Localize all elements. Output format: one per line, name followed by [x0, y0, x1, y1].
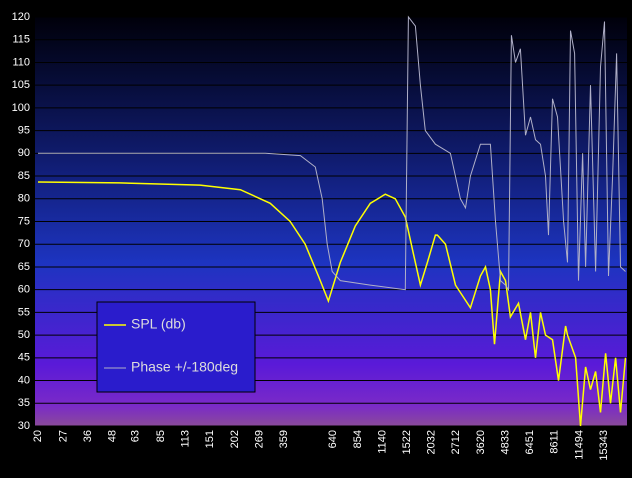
x-tick-label: 1522: [401, 430, 413, 454]
series-line: [37, 181, 627, 427]
x-tick-label: 15343: [598, 430, 610, 461]
x-tick-label: 11494: [573, 430, 585, 460]
y-tick-label: 30: [18, 420, 30, 432]
y-tick-label: 55: [18, 306, 30, 318]
y-tick-label: 115: [12, 34, 30, 46]
x-tick-label: 269: [253, 430, 265, 448]
x-tick-label: 48: [107, 430, 119, 442]
x-tick-label: 6451: [524, 430, 536, 454]
y-tick-label: 120: [12, 11, 30, 23]
legend-label: Phase +/-180deg: [131, 359, 238, 375]
y-tick-label: 85: [18, 170, 30, 182]
x-tick-label: 27: [58, 430, 70, 442]
x-tick-label: 640: [327, 430, 339, 448]
ticks: 30 35 40 45 50 55 60 65 70 75 80 85 90 95 100 105 110 115…: [12, 11, 610, 461]
y-tick-label: 35: [18, 397, 30, 409]
y-tick-label: 45: [18, 352, 30, 364]
y-tick-label: 50: [18, 329, 30, 341]
x-tick-label: 359: [278, 430, 290, 448]
y-tick-label: 100: [12, 102, 30, 114]
x-tick-label: 151: [204, 430, 216, 448]
y-tick-label: 80: [18, 193, 30, 205]
x-tick-label: 63: [130, 430, 142, 442]
y-tick-label: 75: [18, 215, 30, 227]
y-tick-label: 65: [18, 261, 30, 273]
y-tick-label: 90: [18, 147, 30, 159]
legend-box: [96, 301, 256, 393]
y-tick-label: 60: [18, 284, 30, 296]
x-tick-label: 85: [155, 430, 167, 442]
x-tick-label: 36: [82, 430, 94, 442]
x-tick-label: 854: [352, 430, 364, 448]
x-tick-label: 202: [229, 430, 241, 448]
lines: [37, 15, 627, 427]
y-tick-label: 40: [18, 374, 30, 386]
x-tick-label: 1140: [376, 430, 388, 454]
y-tick-label: 95: [18, 125, 30, 137]
legend: SPL (db) Phase +/-180deg: [96, 301, 256, 393]
x-tick-label: 8611: [549, 430, 561, 454]
x-tick-label: 20: [32, 430, 44, 442]
series-line: [38, 15, 626, 292]
legend-label: SPL (db): [131, 316, 186, 332]
x-tick-label: 2032: [426, 430, 438, 454]
x-tick-label: 3620: [475, 430, 487, 454]
y-tick-label: 70: [18, 238, 30, 250]
y-tick-label: 110: [12, 56, 30, 68]
y-tick-label: 105: [12, 79, 30, 91]
x-tick-label: 113: [179, 430, 191, 448]
x-tick-label: 4833: [499, 430, 511, 454]
x-tick-label: 2712: [450, 430, 462, 454]
